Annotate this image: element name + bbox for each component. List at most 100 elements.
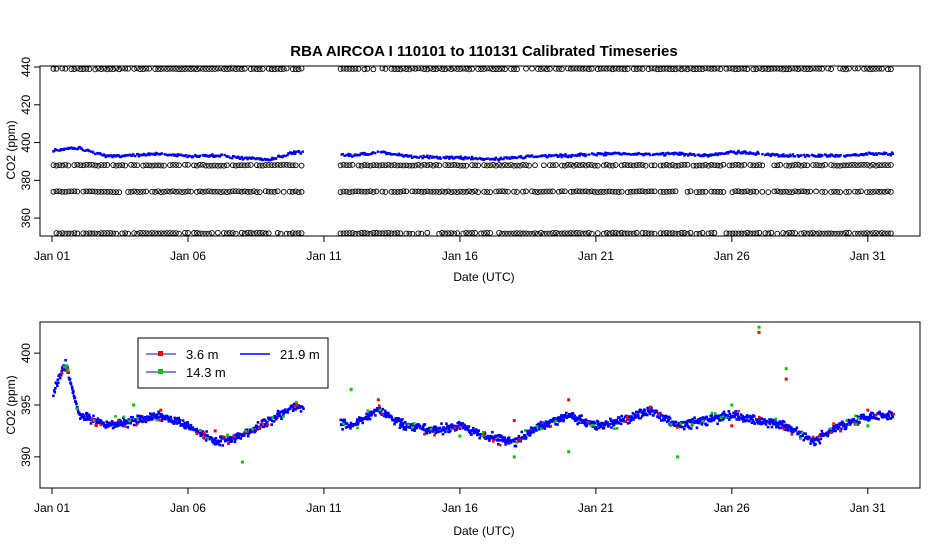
series-21-9m-point-380 [254, 429, 257, 432]
standard-point-0-149 [603, 230, 610, 236]
standard-point-0-99 [436, 230, 443, 237]
series-21-9m-point-977 [609, 419, 613, 422]
series-14-3m-scatter-45 [378, 408, 382, 412]
standard-point-3-114 [466, 66, 472, 73]
series-21-9m-point-1022 [633, 413, 636, 416]
standard-point-1-30 [152, 189, 158, 195]
standard-point-1-147 [579, 188, 586, 195]
standard-point-3-106 [442, 66, 449, 73]
series-21-9m-point-1115 [681, 425, 685, 429]
standard-point-3-143 [576, 65, 583, 72]
standard-point-3-6 [74, 65, 81, 72]
series-3-6m-scatter-8 [790, 433, 794, 436]
series-21-9m-point-21 [64, 358, 67, 362]
series-21-9m-point-1149 [700, 419, 703, 422]
standard-point-0-9 [83, 230, 90, 237]
standard-point-0-8 [80, 230, 87, 237]
series-21-9m-point-533 [374, 414, 377, 417]
series-21-9m-point-804 [519, 439, 523, 443]
standard-point-0-173 [681, 230, 688, 236]
standard-point-3-46 [203, 66, 209, 72]
standard-point-3-23 [131, 66, 137, 72]
series-14-3m-scatter-34 [615, 427, 619, 430]
series-21-9m-point-1317 [788, 425, 792, 428]
standard-point-2-204 [786, 162, 793, 169]
series-3-6m-scatter-41 [541, 421, 544, 424]
series-14-3m-scatter-12 [295, 400, 298, 404]
standard-point-3-161 [636, 65, 643, 72]
series-21-9m-point-1239 [747, 415, 750, 419]
standard-point-2-76 [343, 162, 350, 169]
standard-point-2-227 [861, 162, 867, 168]
series-21-9m-point-269 [195, 430, 198, 433]
top-x-axis-label: Date (UTC) [453, 270, 514, 284]
series-21-9m-point-1085 [666, 416, 669, 419]
series-21-9m-point-467 [339, 418, 342, 422]
standard-point-1-42 [188, 188, 194, 195]
standard-point-1-76 [337, 189, 344, 195]
series-21-9m-point-1217 [736, 412, 739, 416]
standard-point-1-11 [86, 188, 93, 195]
standard-point-2-142 [568, 161, 574, 168]
ambient-point-673 [855, 153, 858, 156]
standard-point-2-205 [789, 162, 796, 169]
standard-point-1-98 [412, 188, 419, 195]
standard-point-1-133 [532, 188, 538, 195]
standard-point-2-230 [870, 162, 876, 168]
standard-point-3-168 [660, 66, 667, 72]
standard-point-2-213 [816, 162, 822, 169]
standard-point-0-84 [373, 230, 380, 236]
series-21-9m-point-202 [160, 419, 164, 423]
standard-point-1-211 [807, 188, 814, 195]
series-21-9m-point-130 [120, 421, 123, 424]
ambient-point-674 [857, 154, 860, 157]
series-21-9m-point-608 [413, 429, 416, 432]
series-21-9m-point-1076 [661, 419, 664, 422]
standard-point-0-208 [813, 230, 819, 237]
standard-point-3-128 [514, 66, 520, 73]
standard-point-1-226 [870, 189, 876, 195]
standard-point-0-89 [388, 230, 395, 237]
series-21-9m-point-961 [600, 422, 604, 425]
series-14-3m-scatter-1 [724, 416, 728, 420]
standard-point-1-172 [660, 189, 667, 195]
ambient-point-295 [423, 155, 426, 159]
standard-point-1-224 [864, 189, 870, 195]
standard-point-1-228 [876, 189, 882, 195]
ambient-point-1 [53, 149, 56, 153]
series-21-9m-point-1116 [683, 427, 686, 431]
standard-point-3-230 [867, 66, 873, 73]
series-21-9m-point-2 [53, 390, 57, 394]
standard-point-2-224 [852, 162, 858, 168]
standard-point-1-196 [753, 188, 760, 195]
series-21-9m-point-116 [112, 421, 115, 425]
series-21-9m-point-888 [563, 414, 567, 417]
series-21-9m-point-635 [428, 431, 432, 434]
standard-point-3-187 [717, 66, 724, 72]
standard-point-2-116 [472, 162, 478, 169]
standard-point-1-114 [460, 189, 467, 195]
series-21-9m-point-527 [370, 412, 374, 416]
standard-point-2-24 [131, 162, 137, 168]
ambient-point-143 [211, 153, 214, 156]
series-21-9m-point-869 [554, 423, 557, 426]
series-3-6m-scatter-45 [625, 415, 629, 419]
standard-point-3-71 [283, 65, 290, 72]
series-21-9m-point-214 [166, 416, 170, 419]
series-21-9m-point-708 [467, 425, 471, 428]
standard-point-1-136 [541, 188, 547, 195]
series-21-9m-point-1193 [722, 410, 726, 414]
standard-point-2-70 [286, 162, 293, 168]
standard-point-0-62 [262, 230, 269, 237]
standard-point-0-170 [672, 230, 679, 237]
standard-point-2-207 [795, 162, 802, 168]
series-3-6m-scatter-43 [158, 418, 161, 422]
series-14-3m-scatter-37 [701, 419, 704, 423]
series-21-9m-point-938 [589, 422, 592, 426]
standard-point-0-211 [822, 230, 828, 237]
ambient-point-359 [494, 156, 498, 159]
standard-point-1-128 [511, 188, 517, 195]
standard-point-3-172 [672, 66, 679, 73]
series-21-9m-point-797 [514, 444, 518, 448]
standard-point-3-194 [741, 65, 748, 72]
